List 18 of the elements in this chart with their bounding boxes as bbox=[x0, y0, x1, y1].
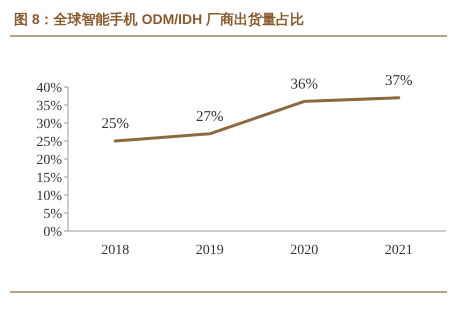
y-tick-label: 15% bbox=[36, 171, 62, 186]
y-tick-label: 10% bbox=[36, 189, 62, 204]
x-tick-label: 2019 bbox=[196, 243, 224, 258]
chart-title: 图 8：全球智能手机 ODM/IDH 厂商出货量占比 bbox=[14, 11, 304, 27]
y-tick-label: 20% bbox=[36, 153, 62, 168]
y-tick-label: 40% bbox=[36, 81, 62, 96]
x-tick-label: 2018 bbox=[101, 243, 130, 258]
data-label: 36% bbox=[290, 76, 318, 92]
y-tick-label: 30% bbox=[36, 117, 62, 132]
data-label: 27% bbox=[196, 108, 224, 125]
y-tick-label: 35% bbox=[36, 99, 62, 114]
data-label: 37% bbox=[385, 72, 412, 89]
x-tick-label: 2021 bbox=[384, 243, 413, 258]
data-label: 25% bbox=[102, 116, 129, 132]
y-tick-label: 5% bbox=[43, 207, 62, 222]
y-tick-label: 0% bbox=[43, 225, 62, 240]
y-tick-label: 25% bbox=[36, 135, 62, 150]
x-tick-label: 2020 bbox=[290, 243, 318, 258]
